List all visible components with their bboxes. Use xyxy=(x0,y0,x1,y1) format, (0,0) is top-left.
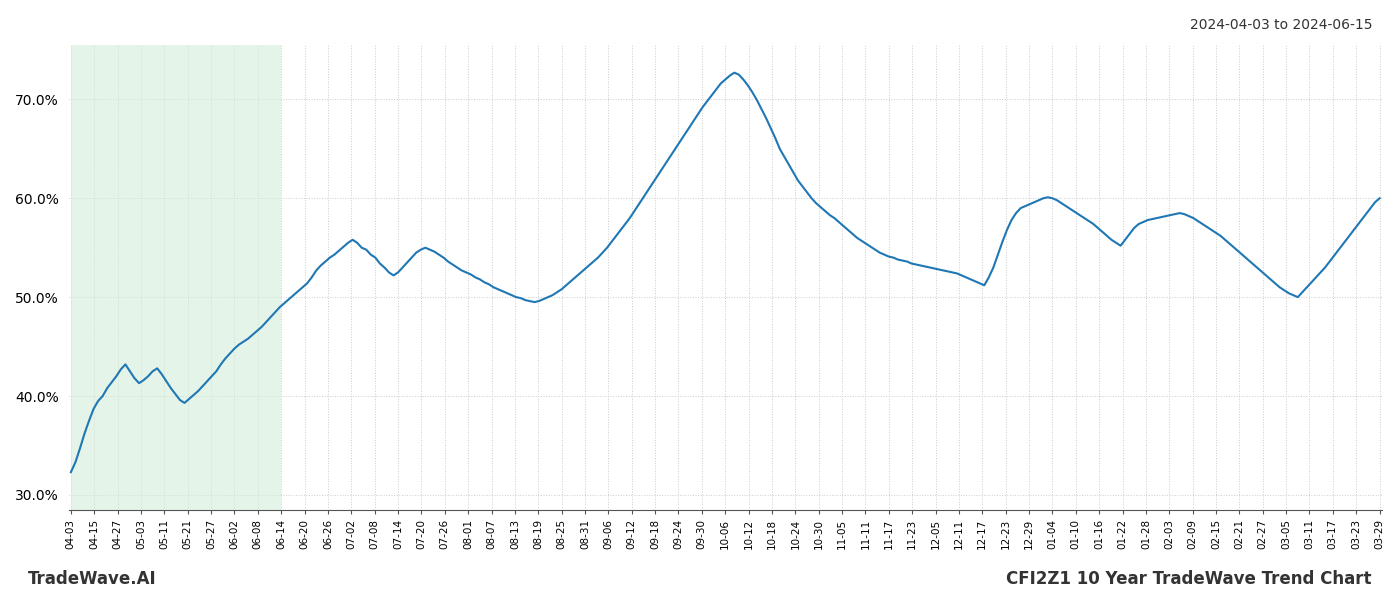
Text: 2024-04-03 to 2024-06-15: 2024-04-03 to 2024-06-15 xyxy=(1190,18,1372,32)
Bar xyxy=(71,45,281,510)
Text: CFI2Z1 10 Year TradeWave Trend Chart: CFI2Z1 10 Year TradeWave Trend Chart xyxy=(1007,570,1372,588)
Text: TradeWave.AI: TradeWave.AI xyxy=(28,570,157,588)
